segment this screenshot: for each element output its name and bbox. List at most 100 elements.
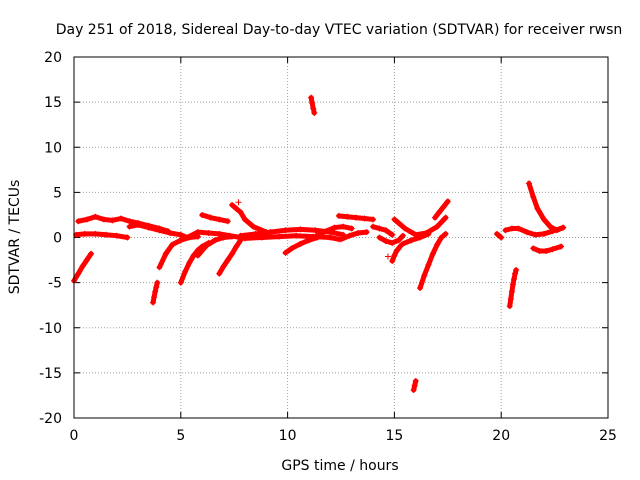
data-point	[297, 240, 304, 247]
data-point	[327, 234, 334, 241]
series-arc-19	[335, 212, 377, 223]
data-point	[389, 231, 396, 238]
data-point	[216, 270, 223, 277]
data-point	[370, 223, 377, 230]
data-point	[412, 377, 419, 384]
data-point	[312, 227, 319, 234]
data-point	[177, 231, 184, 238]
data-point	[145, 224, 152, 231]
data-point	[560, 224, 567, 231]
data-point	[376, 234, 383, 241]
series-arc-33	[525, 180, 567, 234]
data-point	[309, 100, 316, 107]
data-point	[169, 241, 176, 248]
series-trace	[417, 231, 432, 240]
data-point	[506, 303, 513, 310]
data-point	[83, 216, 90, 223]
data-point	[382, 227, 389, 234]
data-point	[216, 230, 223, 237]
data-point	[235, 199, 242, 206]
y-tick-label: 10	[44, 140, 62, 156]
data-point	[199, 211, 206, 218]
data-point	[440, 203, 447, 210]
data-point	[305, 237, 312, 244]
data-point	[417, 234, 424, 241]
data-point	[338, 236, 344, 243]
data-point	[352, 214, 359, 221]
data-point	[525, 180, 532, 187]
data-point	[507, 295, 514, 302]
data-point	[233, 205, 240, 212]
data-point	[109, 217, 116, 224]
data-point	[103, 231, 110, 238]
series-arc-16	[282, 234, 321, 256]
data-point	[237, 232, 244, 239]
data-point	[135, 221, 142, 228]
data-point	[229, 202, 236, 209]
data-point	[547, 223, 554, 230]
data-point	[346, 232, 353, 239]
data-point	[88, 250, 95, 257]
data-point	[308, 94, 315, 101]
data-point	[540, 216, 547, 223]
data-point	[363, 229, 370, 236]
data-point	[124, 234, 131, 241]
data-point	[348, 225, 355, 232]
data-point	[126, 218, 133, 225]
data-point	[391, 252, 398, 259]
data-point	[276, 233, 283, 240]
data-point	[211, 237, 218, 244]
data-point	[543, 248, 550, 255]
data-point	[331, 224, 338, 231]
data-point	[311, 109, 318, 116]
data-point	[224, 218, 231, 225]
data-point	[323, 228, 330, 235]
y-tick-label: -15	[39, 366, 62, 382]
data-point	[389, 257, 396, 264]
data-point	[508, 288, 515, 295]
data-point	[79, 263, 86, 270]
data-point	[384, 253, 391, 260]
series-arc-18	[314, 223, 355, 238]
data-point	[382, 238, 389, 245]
y-axis-label: SDTVAR / TECUs	[7, 180, 23, 295]
data-point	[92, 230, 99, 237]
x-tick-labels: 0 5 10 15 20 25	[70, 428, 617, 444]
data-point	[151, 294, 158, 301]
series-trace	[438, 231, 449, 240]
data-point	[126, 223, 133, 230]
series-arc-23	[384, 253, 391, 260]
y-tick-label: 20	[44, 50, 62, 66]
data-point	[417, 285, 424, 292]
y-tick-label: -10	[39, 321, 62, 337]
data-point	[402, 225, 409, 232]
data-point	[258, 234, 265, 241]
data-point	[182, 268, 189, 275]
data-point	[513, 266, 520, 273]
plot-frame	[73, 56, 609, 419]
data-point	[207, 214, 214, 221]
data-point	[288, 245, 295, 252]
series-trace	[434, 215, 449, 230]
series-trace	[233, 237, 244, 250]
data-points	[71, 94, 567, 394]
x-tick-label: 10	[279, 428, 297, 444]
x-tick-label: 20	[492, 428, 510, 444]
data-point	[186, 259, 193, 266]
data-point	[162, 250, 169, 257]
data-point	[241, 235, 248, 242]
data-point	[399, 232, 406, 239]
data-point	[512, 270, 519, 277]
data-point	[81, 230, 88, 237]
data-point	[154, 279, 161, 286]
series-arc-13	[235, 199, 242, 206]
data-point	[434, 241, 441, 248]
series-arc-10	[199, 211, 231, 225]
data-point	[153, 284, 160, 291]
series-trace	[84, 251, 94, 263]
series-arc-27	[410, 377, 419, 394]
chart-title: Day 251 of 2018, Sidereal Day-to-day VTE…	[56, 22, 623, 38]
data-point	[558, 243, 565, 250]
data-point	[293, 232, 300, 239]
data-point	[220, 234, 227, 241]
